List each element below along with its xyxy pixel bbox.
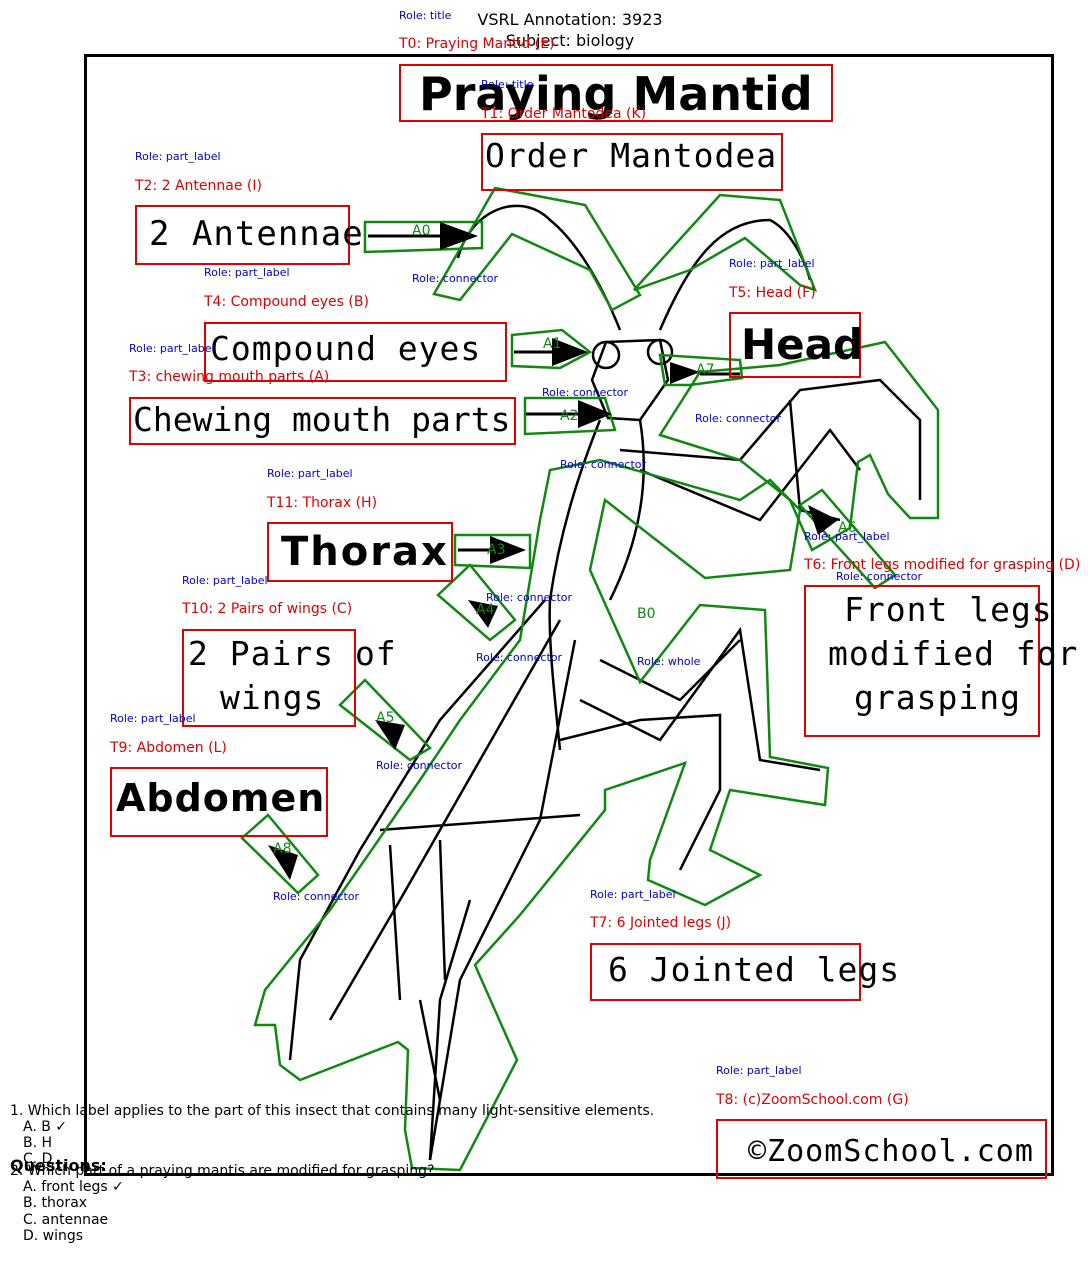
role-label-jointed-legs: Role: part_label	[590, 888, 676, 901]
text-chewing-mouth-parts: Chewing mouth parts	[133, 400, 511, 439]
role-label-thorax: Role: part_label	[267, 467, 353, 480]
question-2-option-d: D. wings	[23, 1228, 84, 1244]
role-connector-a8: Role: connector	[273, 890, 360, 903]
text-box-t2: 2 Antennae	[135, 205, 363, 265]
text-front-legs-line2: modified for	[828, 634, 1079, 673]
text-box-t3: Chewing mouth parts	[129, 397, 516, 445]
region-outlines	[240, 186, 940, 1172]
tag-t3: T3: chewing mouth parts (A)	[129, 369, 330, 385]
tag-t4: T4: Compound eyes (B)	[204, 294, 369, 310]
role-label-eyes: Role: part_label	[204, 266, 290, 279]
tag-t8: T8: (c)ZoomSchool.com (G)	[716, 1092, 909, 1108]
tag-t6: T6: Front legs modified for grasping (D)	[804, 557, 1081, 573]
role-connector-a0: Role: connector	[412, 272, 499, 285]
arrow-id-a2: A2	[560, 408, 579, 424]
questions-heading: Questions:	[10, 1156, 107, 1175]
tag-t9: T9: Abdomen (L)	[110, 740, 227, 756]
question-2-option-c: C. antennae	[23, 1212, 109, 1228]
role-connector-a3: Role: connector	[560, 458, 647, 471]
role-label-head: Role: part_label	[729, 257, 815, 270]
arrow-id-a4: A4	[476, 602, 495, 618]
arrow-id-a6: A6	[838, 520, 857, 536]
arrow-id-a5: A5	[376, 710, 395, 726]
connector-arrows	[268, 222, 838, 880]
role-connector-a4: Role: connector	[486, 591, 573, 604]
role-connector-a5: Role: connector	[376, 759, 463, 772]
mantis-body-lines	[288, 204, 922, 1161]
role-label-title-2: Role: title	[481, 78, 534, 91]
role-label-title: Role: title	[399, 9, 452, 22]
tag-t11: T11: Thorax (H)	[267, 495, 378, 511]
tag-t1: T1: Order Mantodea (K)	[481, 106, 647, 122]
arrow-id-a1: A1	[543, 336, 562, 352]
text-box-t5: Head	[729, 312, 864, 378]
question-1-option-b: B. H	[23, 1135, 53, 1151]
question-2-option-a: A. front legs ✓	[23, 1179, 124, 1195]
text-antennae: 2 Antennae	[149, 214, 364, 254]
tag-t7: T7: 6 Jointed legs (J)	[590, 915, 732, 931]
text-box-t10: 2 Pairs of wings	[182, 629, 396, 727]
annotation-title: VSRL Annotation: 3923	[477, 10, 663, 29]
role-connector-a6: Role: connector	[836, 570, 923, 583]
arrow-id-a3: A3	[487, 542, 506, 558]
text-abdomen: Abdomen	[116, 776, 326, 820]
text-order-mantodea: Order Mantodea	[485, 136, 778, 175]
subject-title: Subject: biology	[505, 31, 635, 50]
diagram-frame	[84, 54, 1054, 1176]
text-box-t6: Front legs modified for grasping	[804, 585, 1077, 737]
text-front-legs-line3: grasping	[854, 678, 1021, 717]
text-wings-line1: 2 Pairs of	[188, 634, 397, 673]
text-box-t7: 6 Jointed legs	[590, 943, 899, 1001]
role-label-front-legs: Role: part_label	[804, 530, 890, 543]
blob-id-b0: B0	[637, 606, 656, 622]
tag-t5: T5: Head (F)	[729, 285, 816, 301]
tag-t10: T10: 2 Pairs of wings (C)	[182, 601, 353, 617]
question-1: 1. Which label applies to the part of th…	[10, 1103, 655, 1119]
text-box-t9: Abdomen	[110, 767, 328, 837]
text-jointed-legs: 6 Jointed legs	[608, 950, 901, 989]
role-label-zoomschool: Role: part_label	[716, 1064, 802, 1077]
question-2-option-b: B. thorax	[23, 1195, 88, 1211]
text-compound-eyes: Compound eyes	[210, 329, 482, 368]
question-1-option-a: A. B ✓	[23, 1119, 68, 1135]
tag-t0: T0: Praying Mantid (E)	[399, 36, 555, 52]
text-thorax: Thorax	[281, 529, 449, 575]
text-wings-line2: wings	[220, 678, 325, 717]
arrow-id-a7: A7	[696, 362, 715, 378]
role-label-wings: Role: part_label	[182, 574, 268, 587]
role-connector-a7: Role: connector	[695, 412, 782, 425]
text-zoomschool: ©ZoomSchool.com	[748, 1134, 1034, 1169]
text-box-t4: Compound eyes	[204, 322, 507, 382]
arrow-id-a8: A8	[273, 841, 292, 857]
question-1-option-c: C. D	[23, 1151, 53, 1167]
text-head: Head	[741, 320, 864, 369]
text-front-legs-line1: Front legs	[844, 590, 1053, 629]
text-box-t11: Thorax	[267, 522, 453, 582]
role-label-abdomen: Role: part_label	[110, 712, 196, 725]
role-connector-a2: Role: connector	[542, 386, 629, 399]
role-whole-b0: Role: whole	[637, 655, 701, 668]
role-label-mouth: Role: part_label	[129, 342, 215, 355]
text-box-t0: Praying Mantid	[399, 64, 833, 122]
text-praying-mantid: Praying Mantid	[419, 67, 813, 121]
text-box-t1: Order Mantodea	[481, 133, 783, 191]
role-connector-a4b: Role: connector	[476, 651, 563, 664]
question-2: 2. Which part of a praying mantis are mo…	[10, 1163, 435, 1179]
tag-t2: T2: 2 Antennae (I)	[135, 178, 262, 194]
text-box-t8: ©ZoomSchool.com	[716, 1119, 1047, 1179]
role-label-antennae: Role: part_label	[135, 150, 221, 163]
arrow-id-a0: A0	[412, 223, 431, 239]
